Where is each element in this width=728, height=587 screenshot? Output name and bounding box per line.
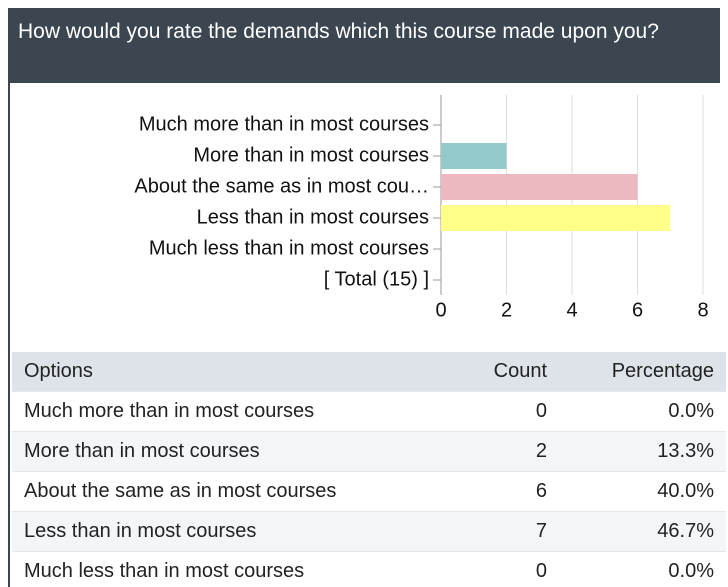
y-tick-label: [ Total (15) ] (324, 268, 429, 290)
table-cell: 13.3% (559, 431, 726, 472)
header-row: Options Count Percentage (12, 352, 726, 392)
results-table: Options Count Percentage Much more than in … (12, 352, 726, 587)
table-cell: Less than in most courses (12, 511, 457, 552)
table-cell: 7 (456, 511, 560, 552)
chart: 0 2 4 6 8 Much more than in most courses More … (134, 95, 709, 321)
table-cell: 6 (456, 471, 560, 512)
column-header: Options (12, 352, 457, 392)
left-border (8, 83, 10, 587)
table-row: Less than in most courses 7 46.7% (12, 511, 726, 552)
column-header: Count (456, 352, 560, 392)
x-tick-label: 8 (697, 299, 708, 321)
bar (441, 143, 507, 169)
column-header: Percentage (559, 352, 726, 392)
table-cell: 40.0% (559, 471, 726, 512)
table-row: About the same as in most courses 6 40.0% (12, 471, 726, 512)
y-tick-label: More than in most courses (193, 144, 429, 166)
table-cell: 0.0% (559, 391, 726, 432)
table-row: Much more than in most courses 0 0.0% (12, 391, 726, 432)
y-tick-label: Less than in most courses (197, 206, 429, 228)
table-cell: More than in most courses (12, 431, 457, 472)
table-row: Much less than in most courses 0 0.0% (12, 551, 726, 587)
table-cell: 0 (456, 551, 560, 587)
y-tick-label: Much more than in most courses (139, 113, 429, 135)
table-cell: 46.7% (559, 511, 726, 552)
bar (441, 174, 638, 200)
x-tick-label: 2 (501, 299, 512, 321)
table-cell: About the same as in most courses (12, 471, 457, 512)
table-cell: Much more than in most courses (12, 391, 457, 432)
x-tick-label: 0 (435, 299, 446, 321)
question-title: How would you rate the demands which thi… (8, 8, 720, 83)
table-row: More than in most courses 2 13.3% (12, 431, 726, 472)
bar (441, 205, 671, 231)
y-tick-label: Much less than in most courses (149, 237, 429, 259)
x-tick-label: 6 (632, 299, 643, 321)
table-cell: 0.0% (559, 551, 726, 587)
y-tick-label: About the same as in most cou… (134, 175, 429, 197)
x-tick-label: 4 (566, 299, 577, 321)
table-cell: Much less than in most courses (12, 551, 457, 587)
table-cell: 2 (456, 431, 560, 472)
table-cell: 0 (456, 391, 560, 432)
